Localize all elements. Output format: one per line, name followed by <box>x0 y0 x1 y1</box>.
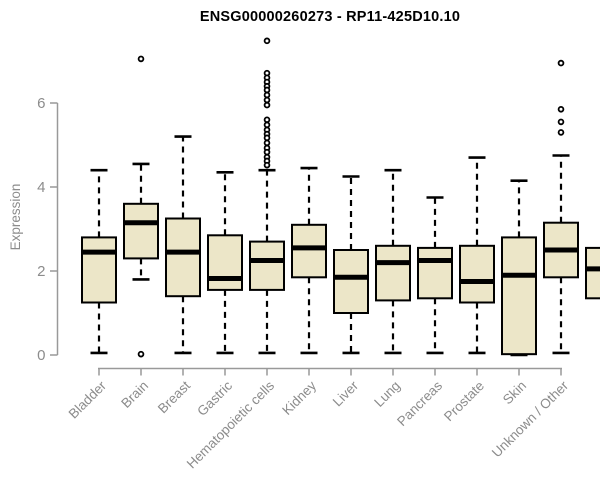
x-category-label: Liver <box>330 378 362 410</box>
box <box>165 217 201 298</box>
outlier-point <box>263 101 271 109</box>
outlier-point <box>557 118 565 126</box>
box <box>123 202 159 260</box>
box <box>333 249 369 314</box>
x-category-label: Gastric <box>194 378 235 419</box>
x-category-label: Pancreas <box>394 378 445 429</box>
x-category-label: Bladder <box>66 378 110 422</box>
y-tick-label: 6 <box>37 95 45 112</box>
x-category-label: Brain <box>118 378 151 411</box>
outlier-point <box>263 86 271 94</box>
y-tick-label: 4 <box>37 179 45 196</box>
box <box>417 246 453 300</box>
outlier-point <box>263 91 271 99</box>
outlier-point <box>263 96 271 104</box>
box <box>81 236 117 304</box>
x-category-label: Kidney <box>279 378 319 418</box>
chart-title: ENSG00000260273 - RP11-425D10.10 <box>199 9 461 25</box>
outlier-point <box>263 37 271 45</box>
box <box>459 244 495 304</box>
outlier-point <box>263 161 271 169</box>
outlier-point <box>137 55 145 63</box>
x-category-label: Breast <box>155 378 193 416</box>
x-category-label: Skin <box>500 378 529 407</box>
outlier-point <box>557 59 565 67</box>
y-tick-label: 2 <box>37 263 45 280</box>
outlier-point <box>263 139 271 147</box>
outlier-point <box>263 134 271 142</box>
x-category-label: Unknown / Other <box>489 378 572 461</box>
box <box>375 244 411 302</box>
y-tick-label: 0 <box>37 347 45 364</box>
outlier-point <box>263 148 271 156</box>
box <box>501 236 537 356</box>
outlier-point <box>263 121 271 129</box>
x-category-label: Prostate <box>441 378 487 424</box>
box <box>585 246 600 300</box>
outlier-point <box>263 116 271 124</box>
box <box>207 234 243 291</box>
x-category-label: Lung <box>371 378 403 410</box>
box <box>291 223 327 279</box>
box <box>249 240 285 291</box>
outlier-point <box>557 106 565 113</box>
outlier-point <box>137 350 145 358</box>
outlier-point <box>557 129 565 136</box>
